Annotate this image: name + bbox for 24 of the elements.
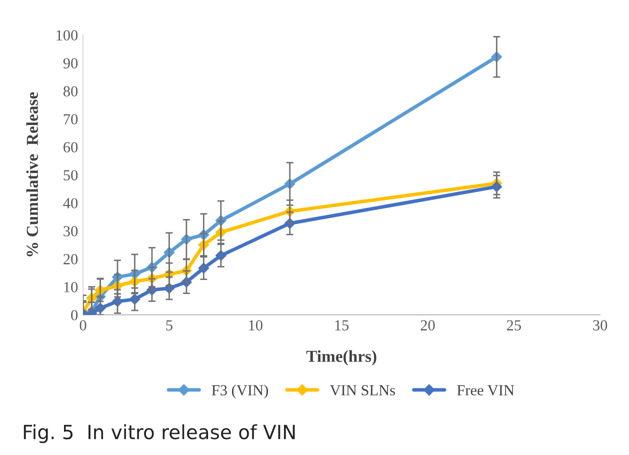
y-tick-label: 80: [63, 86, 78, 96]
y-tick-label: 0: [71, 310, 78, 320]
y-axis-title: % Cumulative Release: [26, 92, 38, 256]
y-tick-label: 70: [64, 114, 78, 124]
x-tick-label: 10: [249, 320, 262, 330]
x-tick-label: 0: [80, 320, 86, 330]
y-tick-label: 50: [64, 170, 78, 180]
y-tick-label: 10: [64, 282, 78, 292]
y-tick-label: 90: [63, 58, 78, 68]
x-tick-label: 15: [335, 320, 349, 330]
y-tick-label: 30: [64, 226, 78, 236]
x-tick-label: 5: [166, 320, 172, 330]
legend-label: F3 (VIN): [212, 384, 268, 399]
x-tick-label: 20: [420, 320, 435, 330]
x-axis-title: Time(hrs): [306, 350, 376, 366]
y-tick-label: 40: [63, 198, 78, 208]
x-tick-label: 30: [593, 320, 608, 330]
legend-label: Free VIN: [457, 385, 514, 396]
caption: Fig. 5 In vitro release of VIN: [24, 424, 295, 444]
y-tick-label: 60: [64, 142, 78, 152]
y-tick-label: 20: [64, 254, 78, 264]
x-tick-label: 25: [506, 320, 521, 330]
y-tick-label: 100: [56, 30, 78, 40]
legend-label: VIN SLNs: [330, 385, 395, 396]
